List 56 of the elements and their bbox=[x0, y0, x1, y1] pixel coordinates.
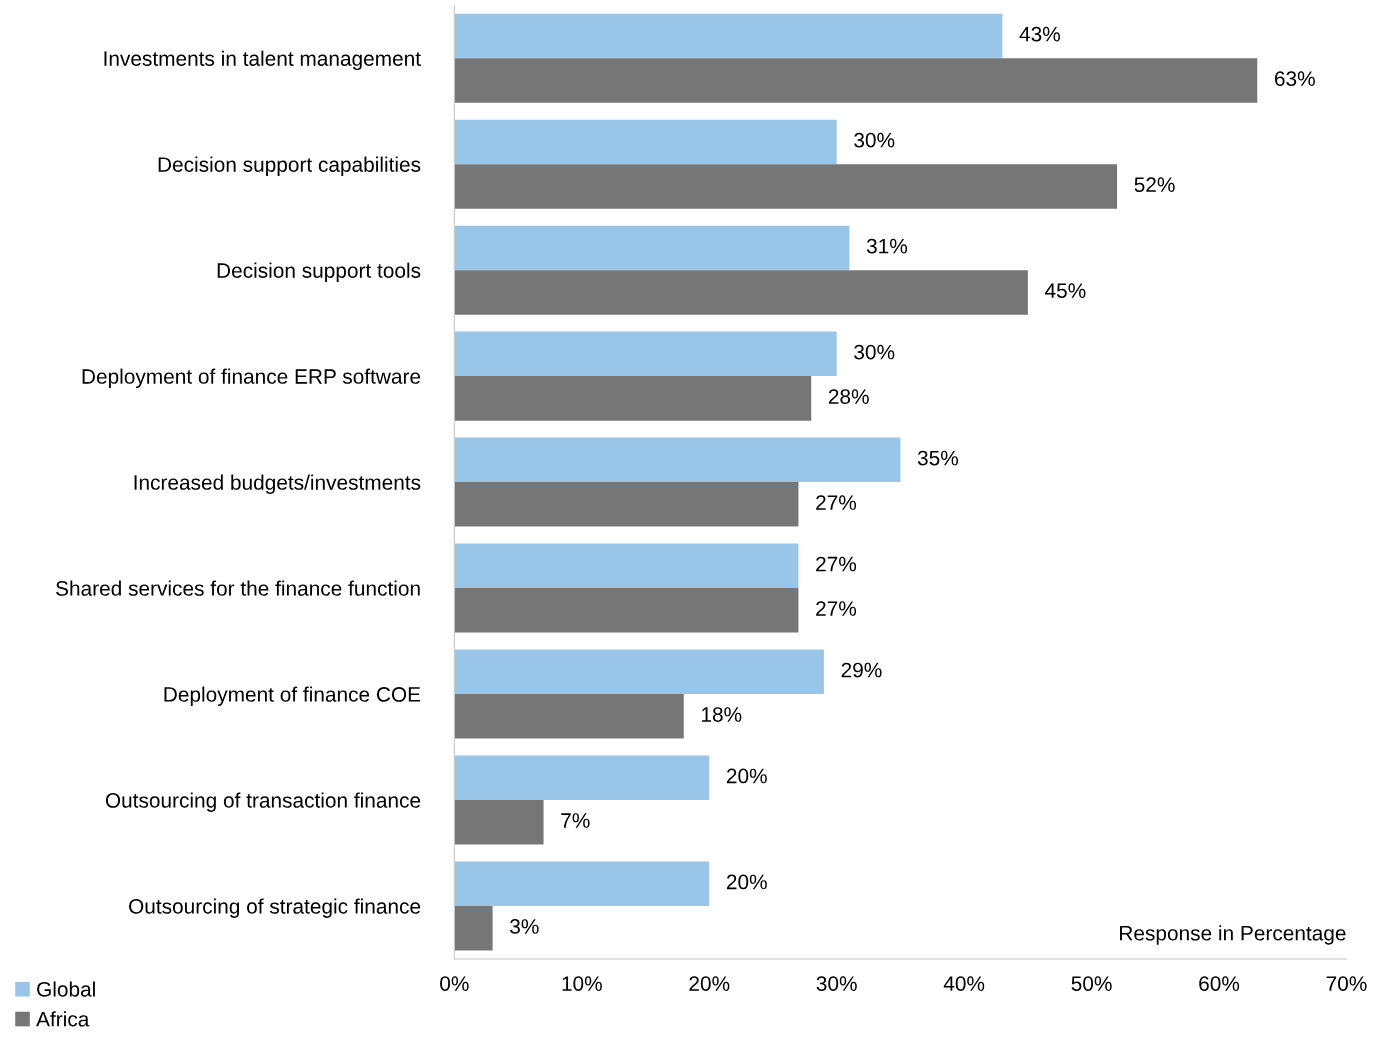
data-label: 28% bbox=[828, 389, 869, 404]
data-label: 7% bbox=[561, 813, 590, 828]
data-label: 30% bbox=[854, 132, 895, 148]
data-label: 35% bbox=[917, 450, 959, 466]
bar bbox=[454, 906, 493, 951]
bar bbox=[454, 588, 799, 633]
bar bbox=[454, 270, 1028, 315]
bar bbox=[454, 13, 1003, 59]
y-tick-label: Decision support tools bbox=[217, 262, 421, 283]
data-label: 45% bbox=[1045, 283, 1086, 298]
bar bbox=[454, 331, 837, 377]
bar bbox=[454, 800, 544, 845]
bar bbox=[454, 58, 1258, 103]
legend-label: Global bbox=[37, 981, 95, 997]
data-label: 31% bbox=[866, 238, 908, 254]
bar bbox=[454, 649, 824, 695]
data-label: 20% bbox=[726, 874, 767, 890]
data-label: 63% bbox=[1274, 71, 1315, 87]
bar bbox=[454, 376, 812, 421]
data-label: 52% bbox=[1134, 177, 1175, 193]
bar bbox=[454, 164, 1118, 209]
bar bbox=[454, 543, 799, 589]
bar bbox=[454, 437, 901, 483]
x-tick-label: 0% bbox=[440, 976, 469, 991]
data-label: 43% bbox=[1019, 26, 1060, 42]
x-tick-label: 60% bbox=[1199, 976, 1240, 991]
data-label: 18% bbox=[702, 707, 742, 722]
x-tick-label: 10% bbox=[562, 976, 602, 991]
bar bbox=[454, 694, 684, 739]
y-tick-label: Shared services for the finance function bbox=[56, 580, 420, 596]
y-tick-label: Increased budgets/investments bbox=[134, 474, 421, 494]
y-tick-label: Deployment of finance ERP software bbox=[82, 368, 421, 388]
bar bbox=[454, 482, 799, 527]
x-tick-label: 20% bbox=[689, 976, 730, 991]
x-tick-label: 50% bbox=[1071, 976, 1112, 991]
y-tick-label: Outsourcing of strategic finance bbox=[129, 898, 421, 918]
data-label: 29% bbox=[841, 662, 882, 678]
bar bbox=[454, 119, 837, 165]
bar bbox=[454, 225, 850, 271]
x-tick-label: 30% bbox=[816, 976, 857, 991]
bar bbox=[454, 755, 710, 801]
x-tick-label: 40% bbox=[943, 976, 985, 991]
data-label: 27% bbox=[816, 495, 857, 510]
y-tick-label: Investments in talent management bbox=[104, 50, 421, 71]
data-label: 20% bbox=[726, 768, 767, 784]
y-tick-label: Deployment of finance COE bbox=[164, 686, 421, 706]
x-axis-title: Response in Percentage bbox=[1120, 925, 1346, 945]
data-label: 3% bbox=[510, 919, 539, 934]
data-label: 27% bbox=[816, 556, 857, 572]
data-label: 30% bbox=[854, 344, 895, 360]
legend-label: Africa bbox=[36, 1011, 90, 1027]
x-tick-label: 70% bbox=[1326, 976, 1367, 991]
y-tick-label: Decision support capabilities bbox=[158, 156, 421, 177]
y-tick-label: Outsourcing of transaction finance bbox=[105, 792, 421, 812]
data-label: 27% bbox=[816, 601, 857, 616]
bar bbox=[454, 861, 710, 907]
